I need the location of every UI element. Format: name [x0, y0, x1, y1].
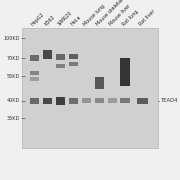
Text: Mouse lung: Mouse lung	[82, 4, 106, 27]
Text: 35KD: 35KD	[7, 116, 20, 120]
Text: HeLa: HeLa	[69, 15, 82, 27]
Bar	[55, 54, 64, 60]
Bar	[69, 98, 78, 104]
Bar	[136, 98, 147, 104]
Bar	[94, 98, 103, 104]
Bar	[55, 64, 64, 68]
Bar	[30, 98, 39, 104]
Bar	[22, 28, 158, 148]
Text: Mouse skeletal muscle: Mouse skeletal muscle	[95, 0, 138, 27]
Text: HepG2: HepG2	[30, 12, 46, 27]
Text: SiMR20: SiMR20	[57, 10, 73, 27]
Text: Rat liver: Rat liver	[138, 9, 156, 27]
Bar	[82, 98, 91, 104]
Bar	[120, 58, 130, 86]
Bar	[42, 98, 51, 104]
Text: Mouse liver: Mouse liver	[109, 4, 132, 27]
Bar	[30, 55, 39, 61]
Bar	[30, 71, 39, 75]
Bar	[42, 51, 51, 60]
Bar	[107, 98, 116, 104]
Text: 100KD: 100KD	[4, 35, 20, 40]
Text: 55KD: 55KD	[7, 73, 20, 78]
Text: 70KD: 70KD	[7, 55, 20, 60]
Bar	[55, 97, 64, 105]
Text: K562: K562	[43, 15, 56, 27]
Bar	[69, 55, 78, 60]
Text: Rat lung: Rat lung	[122, 9, 140, 27]
Bar	[94, 77, 103, 89]
Bar	[69, 62, 78, 66]
Bar	[30, 78, 39, 80]
Text: 40KD: 40KD	[7, 98, 20, 104]
Bar	[120, 98, 129, 104]
Text: TEAD4: TEAD4	[161, 98, 179, 104]
